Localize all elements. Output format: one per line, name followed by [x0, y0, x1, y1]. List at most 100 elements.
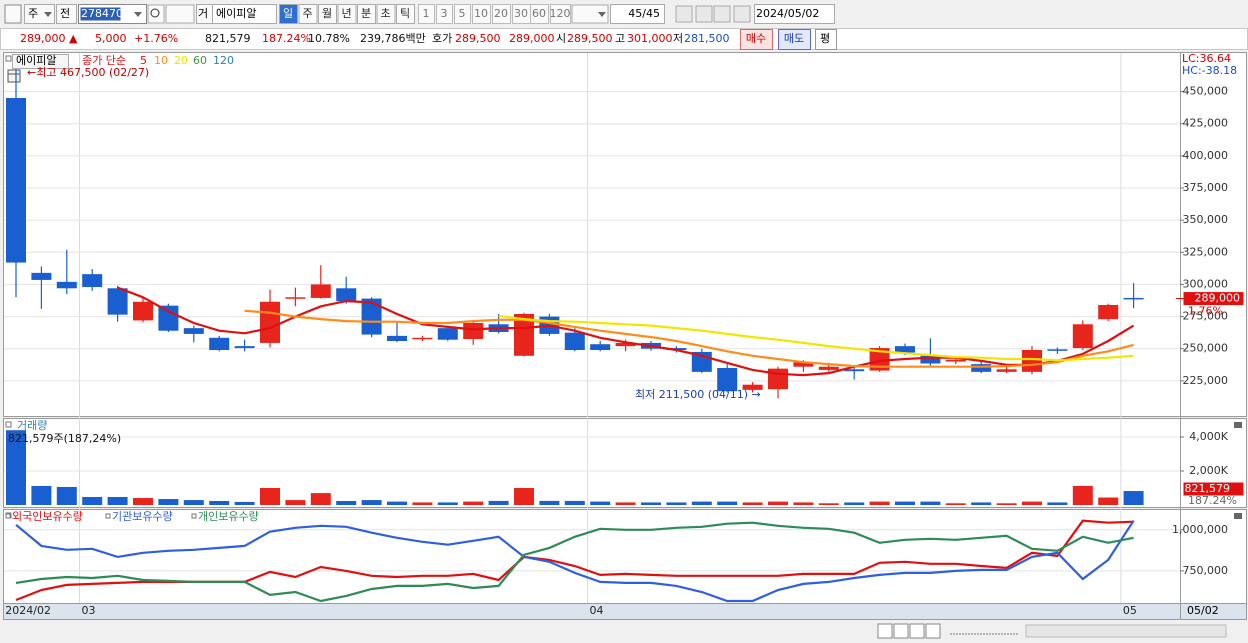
- volume-panel: [3, 418, 1247, 508]
- panel-close[interactable]: [1234, 422, 1242, 428]
- volume-bar: [56, 486, 77, 505]
- candle-body: [1072, 324, 1093, 349]
- candle-body: [209, 337, 230, 350]
- period-button[interactable]: [357, 4, 376, 24]
- interval-button[interactable]: [550, 4, 571, 24]
- sound-button[interactable]: [165, 4, 195, 24]
- interval-button[interactable]: [472, 4, 491, 24]
- volume-bar: [183, 500, 204, 505]
- legend-entry: 외국인보유수량: [12, 510, 83, 523]
- legend-entry: 10: [154, 54, 168, 67]
- tool-icon[interactable]: [695, 5, 713, 23]
- buy-label[interactable]: 매수: [746, 32, 766, 45]
- prev-button[interactable]: [56, 4, 77, 24]
- y-tick-label: 750,000: [1183, 564, 1229, 577]
- name-field[interactable]: [212, 4, 277, 24]
- current-price-box: [1183, 292, 1244, 306]
- tool-icon[interactable]: [675, 5, 693, 23]
- quote-low-label: 저: [673, 32, 683, 45]
- y-tick-label: 225,000: [1183, 374, 1229, 387]
- forward-button[interactable]: [925, 623, 941, 639]
- candle-body: [818, 366, 839, 370]
- candle-body: [514, 314, 534, 356]
- interval-label: 3: [441, 7, 448, 20]
- dropdown[interactable]: [571, 4, 609, 24]
- sell-label[interactable]: 매도: [784, 32, 804, 45]
- avg-label[interactable]: 평: [820, 32, 830, 45]
- bottom-tools[interactable]: [1025, 624, 1227, 638]
- period-label: 년: [341, 7, 351, 20]
- sell-button[interactable]: [778, 29, 811, 50]
- candle-body: [1123, 297, 1144, 300]
- period-button[interactable]: [376, 4, 396, 24]
- y-tick-label: 375,000: [1183, 181, 1229, 194]
- type-label: 거: [198, 7, 208, 20]
- panel-close[interactable]: [1234, 513, 1242, 519]
- interval-button[interactable]: [492, 4, 511, 24]
- quote-volume: 821,579: [205, 32, 251, 45]
- volume-bar: [1123, 491, 1144, 505]
- period-button[interactable]: [396, 4, 415, 24]
- x-tick-label: 05: [1123, 604, 1137, 617]
- period-button[interactable]: [337, 4, 357, 24]
- y-tick-label: 400,000: [1183, 149, 1229, 162]
- save-icon[interactable]: [713, 5, 731, 23]
- x-tick-label: 2024/02: [5, 604, 51, 617]
- calendar-icon[interactable]: [7, 69, 21, 83]
- avg-button[interactable]: [815, 29, 837, 50]
- volume-last-label: 821,579: [1185, 482, 1231, 495]
- volume-bar: [869, 501, 890, 505]
- volume-bar: [768, 501, 788, 505]
- volume-bar: [158, 499, 179, 505]
- annotation-low: 최저 211,500 (04/11) →: [635, 388, 761, 401]
- ma-label: 종가 단순: [82, 54, 126, 67]
- period-label: 일: [283, 6, 293, 20]
- interval-button[interactable]: [454, 4, 471, 24]
- candle-body: [133, 301, 153, 321]
- x-tick-label: 04: [590, 604, 604, 617]
- rewind-button[interactable]: [893, 623, 909, 639]
- volume-bar: [387, 501, 407, 505]
- candle-body: [615, 342, 636, 347]
- legend-swatch: [191, 513, 197, 519]
- date-field[interactable]: [754, 4, 835, 24]
- candle-body: [869, 348, 890, 371]
- play-button[interactable]: [877, 623, 893, 639]
- period-button[interactable]: [279, 4, 298, 24]
- candle-body: [437, 328, 458, 340]
- candle-body: [996, 369, 1017, 372]
- market-select[interactable]: [24, 4, 55, 24]
- candle-body: [1047, 349, 1068, 351]
- quote-ask-label: 호가: [432, 32, 452, 45]
- candle-body: [717, 368, 738, 392]
- stop-button[interactable]: [909, 623, 925, 639]
- interval-button[interactable]: [418, 4, 435, 24]
- panel-handle[interactable]: [5, 55, 12, 62]
- search-button[interactable]: [147, 4, 165, 24]
- chart-title: 에이피알: [16, 53, 56, 67]
- quote-low: 281,500: [684, 32, 730, 45]
- y-tick-label: 325,000: [1183, 245, 1229, 258]
- dropdown-arrow: [598, 12, 606, 17]
- volume-bar: [742, 502, 763, 505]
- settings-icon[interactable]: [733, 5, 751, 23]
- volume-bar: [260, 488, 280, 505]
- period-button[interactable]: [318, 4, 337, 24]
- panel-handle[interactable]: [5, 421, 12, 428]
- interval-button[interactable]: [436, 4, 453, 24]
- ma-line: [117, 286, 1135, 377]
- y-tick-label: 450,000: [1183, 85, 1229, 98]
- current-change-label: 1.76%: [1188, 305, 1223, 318]
- title-box: [12, 54, 69, 69]
- search-glyph: [150, 8, 160, 18]
- period-button[interactable]: [298, 4, 318, 24]
- quote-high: 301,000: [627, 32, 673, 45]
- candle-body: [158, 305, 179, 331]
- period-label: 주: [302, 7, 312, 20]
- count-field[interactable]: [610, 4, 665, 24]
- menu-icon[interactable]: [4, 4, 22, 24]
- interval-button[interactable]: [530, 4, 549, 24]
- volume-bar: [488, 500, 509, 505]
- buy-button[interactable]: [740, 29, 773, 50]
